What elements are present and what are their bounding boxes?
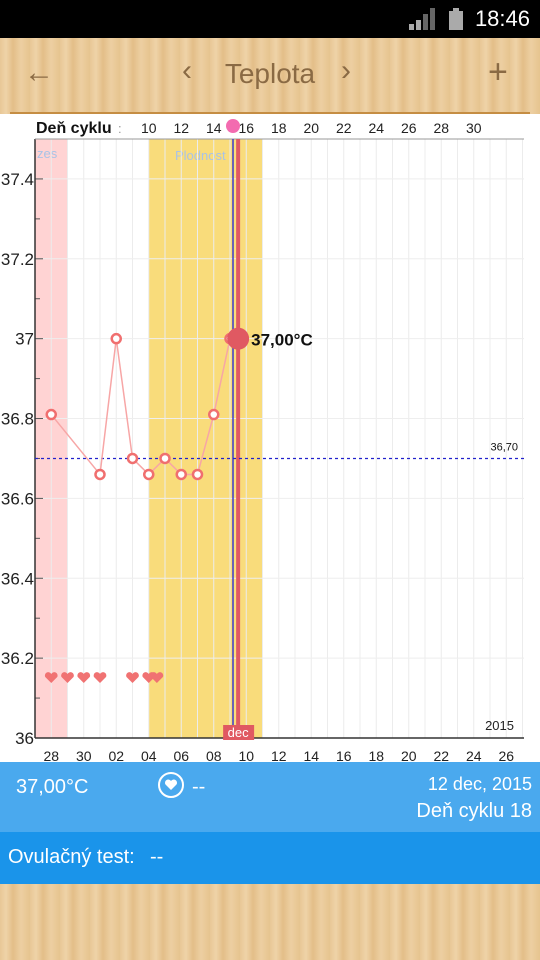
top-app-bar: ← ‹ Teplota › +	[0, 38, 540, 114]
heart-icon	[126, 672, 139, 683]
selected-temperature: 37,00°C	[16, 776, 89, 798]
temperature-point[interactable]	[159, 452, 171, 465]
day-info-bar[interactable]: 37,00°C -- 12 dec, 2015 Deň cyklu 18	[0, 762, 540, 832]
year-label: 2015	[485, 718, 514, 733]
ovulation-test-label: Ovulačný test:	[8, 846, 135, 868]
temperature-point[interactable]	[175, 468, 187, 481]
cycle-day-tick-label: 10	[141, 120, 157, 136]
bottom-wood-background	[0, 884, 540, 960]
y-tick-label: 36.4	[1, 569, 34, 588]
date-tick-label: 22	[433, 748, 449, 762]
previous-chevron-icon[interactable]: ‹	[182, 54, 192, 87]
y-tick-label: 36.2	[1, 649, 34, 668]
month-marker	[223, 725, 255, 740]
cycle-day-tick-label: 28	[433, 120, 449, 136]
heart-icon	[150, 672, 164, 683]
cycle-day-tick-label: 18	[271, 120, 287, 136]
cycle-day-axis-tick: :	[118, 121, 122, 136]
temperature-point[interactable]	[45, 408, 57, 421]
y-tick-label: 36.6	[1, 489, 34, 508]
temperature-point[interactable]	[126, 452, 139, 465]
ovulation-marker	[226, 119, 240, 133]
y-tick-label: 37.4	[1, 170, 34, 189]
date-tick-label: 12	[271, 748, 287, 762]
temperature-chart[interactable]: zes Plodnost 36 36.2 36.4 36.6 36.8 37 37.2 37.4 D…	[0, 114, 540, 764]
cycle-day-tick-label: 24	[368, 120, 384, 136]
date-tick-label: 30	[76, 748, 92, 762]
coverline-label: 36,70	[490, 441, 518, 453]
date-tick-label: 04	[141, 748, 157, 762]
fertile-label: Plodnost	[175, 148, 226, 163]
date-tick-label: 14	[303, 748, 319, 762]
ovulation-test-bar[interactable]: Ovulačný test: --	[0, 832, 540, 884]
date-tick-label: 02	[108, 748, 124, 762]
month-label: dec	[228, 725, 249, 740]
y-tick-label: 36	[15, 729, 34, 748]
cycle-day-tick-label: 26	[401, 120, 417, 136]
period-label: zes	[37, 146, 58, 161]
date-tick-label: 06	[173, 748, 189, 762]
date-tick-label: 10	[238, 748, 254, 762]
heart-icon	[61, 672, 74, 683]
temperature-point[interactable]	[94, 468, 106, 481]
battery-icon	[449, 8, 463, 30]
temperature-point[interactable]	[208, 408, 220, 421]
date-tick-label: 26	[498, 748, 514, 762]
signal-icon	[409, 8, 435, 30]
intercourse-note: --	[192, 776, 206, 798]
page-title: Teplota	[224, 58, 316, 89]
current-temperature-point[interactable]	[227, 327, 250, 350]
heart-icon	[77, 672, 91, 683]
date-tick-label: 28	[43, 748, 59, 762]
date-tick-label: 20	[401, 748, 417, 762]
cycle-day-tick-label: 22	[336, 120, 352, 136]
temperature-point[interactable]	[110, 332, 122, 345]
back-arrow-icon[interactable]: ←	[24, 56, 54, 89]
temperature-point[interactable]	[191, 468, 204, 481]
cycle-day-axis-label: Deň cyklu	[36, 120, 112, 137]
date-tick-label: 24	[466, 748, 482, 762]
heart-circle-icon[interactable]	[157, 771, 185, 799]
y-tick-label: 36.8	[1, 410, 34, 429]
header-divider	[10, 112, 530, 114]
temperature-point[interactable]	[143, 468, 155, 481]
ovulation-test-value: --	[150, 846, 164, 868]
current-temperature-label: 37,00°C	[251, 331, 313, 350]
heart-icon	[93, 672, 107, 683]
cycle-day-tick-label: 14	[206, 120, 222, 136]
y-tick-label: 37	[15, 330, 34, 349]
add-plus-icon[interactable]: +	[488, 53, 508, 91]
status-bar: 18:46	[0, 0, 540, 38]
next-chevron-icon[interactable]: ›	[341, 54, 351, 87]
date-tick-label: 16	[336, 748, 352, 762]
heart-icon	[44, 672, 58, 683]
selected-cycle-day: Deň cyklu 18	[416, 800, 532, 822]
temperature-line	[50, 338, 231, 477]
date-tick-label: 08	[206, 748, 222, 762]
cycle-day-tick-label: 20	[303, 120, 319, 136]
date-tick-label: 18	[368, 748, 384, 762]
y-tick-label: 37.2	[1, 250, 34, 269]
cycle-day-tick-label: 16	[238, 120, 254, 136]
chart-canvas[interactable]: zes Plodnost 36 36.2 36.4 36.6 36.8 37 37.2 37.4 D…	[0, 114, 540, 764]
cycle-day-tick-label: 30	[466, 120, 482, 136]
selected-date: 12 dec, 2015	[427, 774, 532, 794]
status-time: 18:46	[474, 6, 530, 31]
cycle-day-tick-label: 12	[173, 120, 189, 136]
fertile-band	[148, 139, 263, 738]
